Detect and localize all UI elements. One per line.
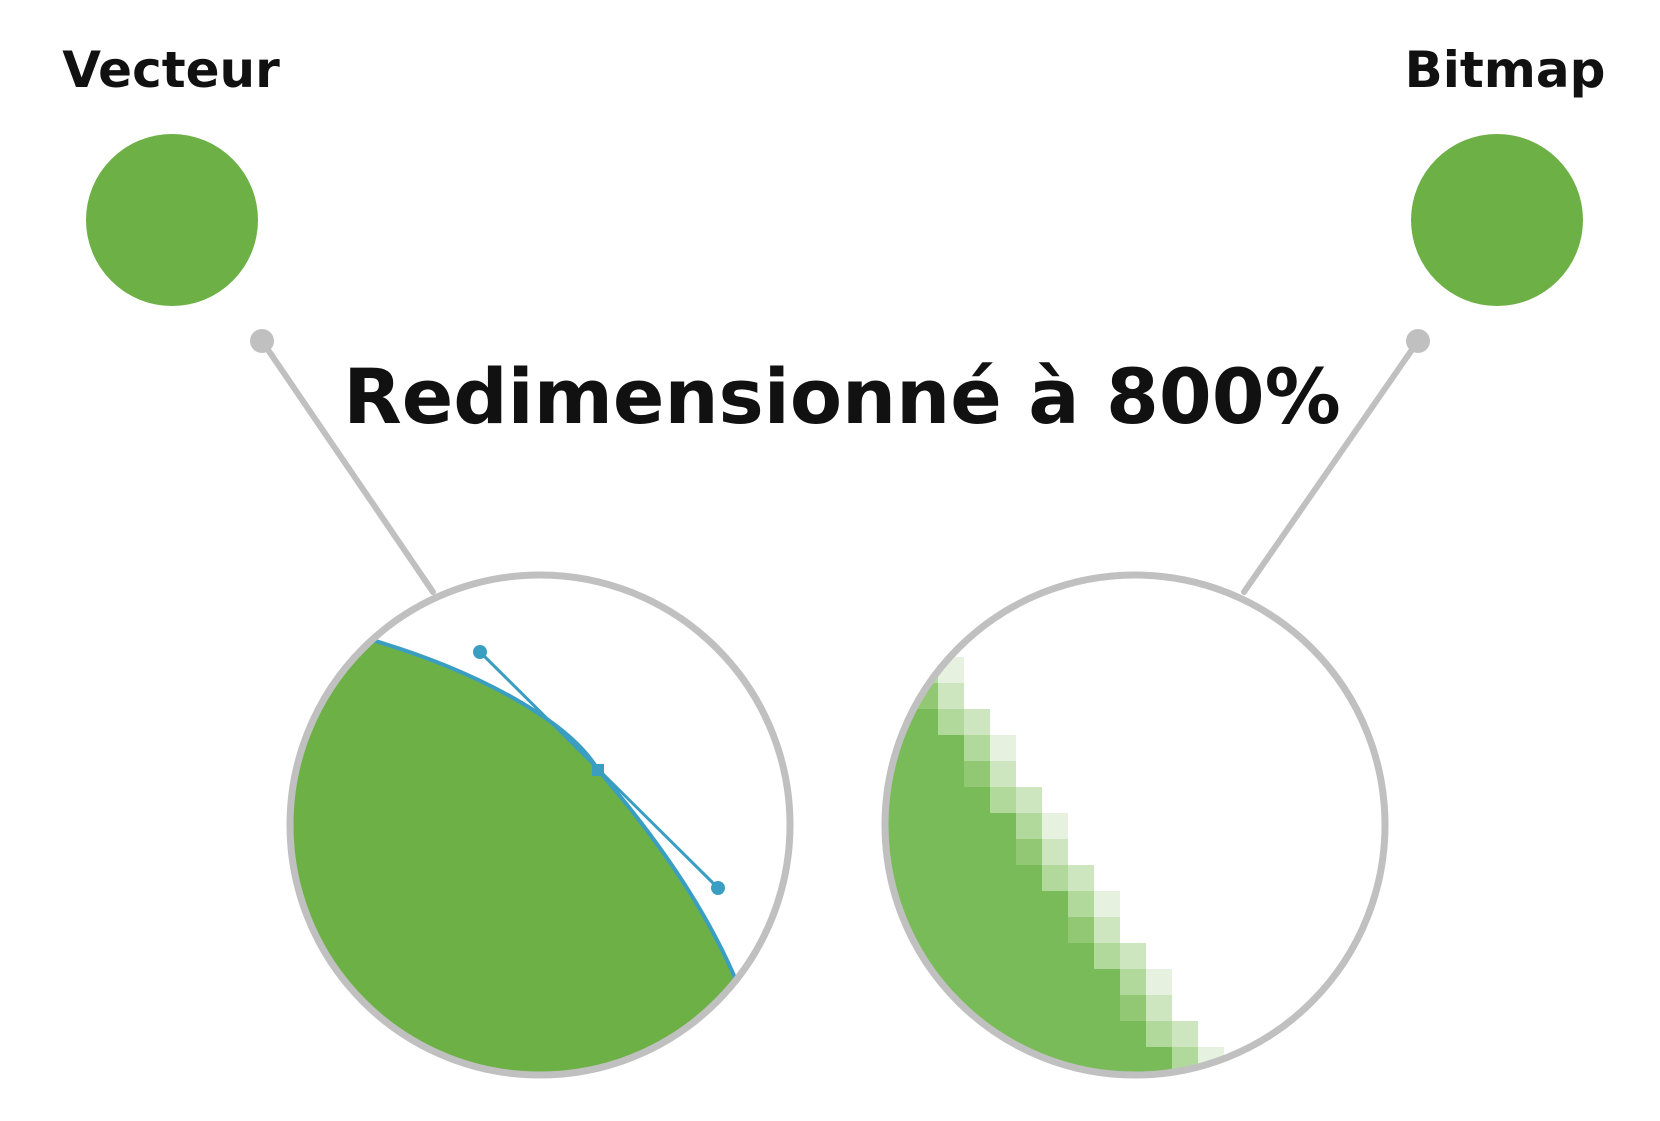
bitmap-lens-rim — [881, 571, 1389, 1079]
bitmap-leader — [1241, 329, 1430, 595]
bitmap-leader-dot — [1406, 329, 1430, 353]
edge-pixel — [1198, 1073, 1224, 1099]
edge-pixel — [1042, 839, 1068, 865]
vector-label: Vecteur — [62, 41, 280, 99]
edge-pixel — [990, 787, 1016, 813]
edge-pixel — [860, 579, 886, 605]
edge-pixel — [1120, 969, 1146, 995]
edge-pixel — [888, 631, 912, 657]
edge-pixel — [938, 683, 964, 709]
bitmap-label: Bitmap — [1405, 41, 1606, 99]
edge-pixel — [1094, 943, 1120, 969]
bezier-handle-end — [711, 881, 725, 895]
vector-leader — [250, 329, 436, 595]
edge-pixel — [860, 605, 886, 631]
edge-pixel — [1068, 891, 1094, 917]
edge-pixel — [1068, 917, 1094, 943]
bezier-anchor-icon — [473, 645, 725, 895]
edge-pixel — [1016, 813, 1042, 839]
edge-pixel — [888, 605, 912, 631]
edge-pixel — [1120, 943, 1146, 969]
vector-lens-rim — [286, 571, 794, 1079]
edge-pixel — [964, 735, 990, 761]
vector-leader-dot — [250, 329, 274, 353]
bitmap-magnifier — [860, 571, 1389, 1121]
bitmap-source-circle — [1411, 134, 1583, 306]
edge-pixel — [912, 631, 938, 657]
edge-pixel — [1172, 1073, 1198, 1099]
zoom-title: Redimensionné à 800% — [343, 352, 1341, 441]
edge-pixel — [1016, 787, 1042, 813]
bezier-handle-start — [473, 645, 487, 659]
edge-pixel — [1198, 1099, 1224, 1121]
edge-pixel — [1094, 891, 1120, 917]
edge-pixel — [1094, 917, 1120, 943]
edge-pixel — [938, 709, 964, 735]
edge-pixel — [1042, 865, 1068, 891]
edge-pixel — [888, 579, 912, 605]
edge-pixel — [1068, 865, 1094, 891]
bezier-anchor-point — [592, 764, 604, 776]
edge-pixel — [990, 761, 1016, 787]
edge-pixel — [1224, 1099, 1250, 1121]
edge-pixel — [964, 709, 990, 735]
vector-magnifier — [286, 571, 794, 1079]
edge-pixel — [990, 735, 1016, 761]
edge-pixel — [1146, 969, 1172, 995]
vector-leader-line — [259, 338, 436, 595]
edge-pixel — [1016, 839, 1042, 865]
edge-pixel — [1146, 995, 1172, 1021]
edge-pixel — [964, 761, 990, 787]
edge-pixel — [860, 631, 886, 657]
vector-zoomed-shape — [293, 600, 738, 1072]
vector-source-circle — [86, 134, 258, 306]
edge-pixel — [1120, 995, 1146, 1021]
edge-pixel — [1042, 813, 1068, 839]
edge-pixel — [1172, 1021, 1198, 1047]
bitmap-leader-line — [1241, 338, 1421, 595]
edge-pixel — [1146, 1021, 1172, 1047]
